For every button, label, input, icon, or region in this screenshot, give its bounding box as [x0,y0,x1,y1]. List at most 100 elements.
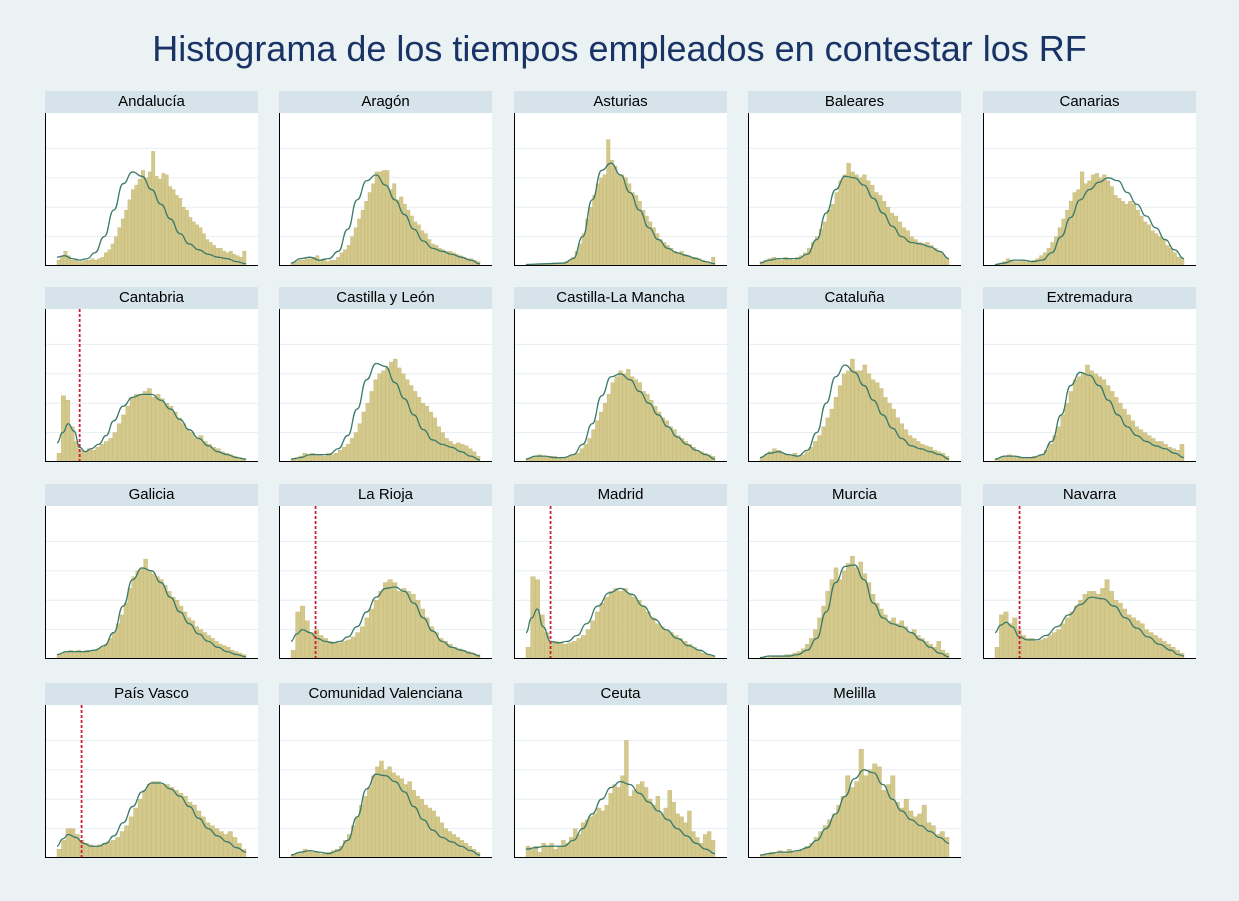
histogram-bar [620,775,625,858]
histogram-bar [1171,448,1176,462]
panel-castilla-y-leon: Castilla y León [279,287,492,462]
histogram-bar [590,620,596,659]
histogram-bar [617,591,624,659]
histogram-bar [1048,444,1053,462]
histogram-bar [571,641,577,659]
histogram-bar [215,448,221,462]
histogram-bar [346,245,351,266]
histogram-bar [786,848,792,858]
histogram-bar [381,370,386,462]
histogram-bar [830,204,836,266]
histogram-bar [1161,641,1167,659]
histogram-plot [514,705,727,858]
histogram-bar [686,255,691,266]
histogram-bar [1139,623,1145,659]
histogram-bar [151,151,156,266]
histogram-bar [529,848,535,858]
histogram-bar [891,408,896,462]
histogram-bar [364,617,370,659]
histogram-bar [1043,638,1048,659]
histogram-bar [850,358,855,462]
histogram-bar [1072,192,1077,266]
histogram-bar [1102,174,1107,266]
histogram-bar [600,810,605,858]
panel-title: Canarias [983,91,1196,113]
histogram-bar [440,432,445,462]
histogram-bar [64,651,70,659]
histogram-bar [415,796,420,858]
histogram-bar [159,398,165,462]
histogram-bar [154,176,159,266]
histogram-bar [920,444,925,462]
histogram-bar [137,179,142,266]
histogram-bar [70,828,76,858]
histogram-bar [928,447,933,462]
histogram-bar [711,256,716,266]
histogram-bar [664,629,670,659]
histogram-bar [90,258,95,266]
panel-title: Cataluña [748,287,961,309]
panel-title: Aragón [279,91,492,113]
histogram-bar [1122,408,1127,462]
histogram-bar [936,251,942,266]
histogram-bar [599,177,604,266]
histogram-bar [141,170,145,266]
histogram-bar [890,775,896,858]
density-line [525,780,716,855]
panel-title: Navarra [983,484,1196,506]
histogram-bar [850,555,855,659]
histogram-bar [82,451,88,462]
histogram-bar [330,454,335,462]
histogram-bar [599,411,604,462]
histogram-bar [614,376,619,462]
histogram-bar [127,199,132,266]
histogram-bar [663,807,668,858]
histogram-bar [1094,173,1099,266]
histogram-bar [1081,373,1086,462]
histogram-bar [654,623,660,659]
histogram-bar [406,591,412,659]
histogram-bar [353,227,358,266]
panel-murcia: Murcia [748,484,961,659]
histogram-bar [576,834,582,858]
histogram-bar [889,212,895,266]
histogram-bar [214,641,219,659]
histogram-bar [1080,171,1085,266]
histogram-bar [624,740,629,858]
histogram-bar [561,840,566,858]
histogram-bar [138,394,144,462]
histogram-bar [659,626,665,659]
histogram-bar [233,651,239,659]
histogram-bar [525,846,531,858]
histogram-bar [1047,635,1053,659]
histogram-bar [1117,198,1122,266]
histogram-bar [1091,591,1097,659]
histogram-bar [881,790,887,858]
histogram-bar [396,591,402,659]
density-line [290,773,481,856]
histogram-bar [191,221,196,266]
histogram-bar [1039,454,1045,462]
histogram-bar [218,831,224,858]
histogram-bar [1155,441,1160,462]
histogram-plot [748,506,961,659]
histogram-bar [553,848,558,858]
histogram-bar [1035,258,1040,266]
histogram-bar [656,411,662,462]
histogram-bar [161,173,166,266]
histogram-bar [608,591,614,659]
histogram-plot [748,705,961,858]
histogram-bar [553,641,559,659]
histogram-bar [1172,252,1177,266]
histogram-bar [185,209,189,266]
histogram-bar [917,242,922,266]
histogram-bar [1117,602,1123,659]
histogram-bar [599,602,605,659]
histogram-bar [463,843,469,858]
histogram-bar [459,840,465,858]
histogram-bar [92,649,97,659]
histogram-bar [854,174,859,266]
histogram-bar [675,813,680,858]
histogram-bar [168,405,174,462]
